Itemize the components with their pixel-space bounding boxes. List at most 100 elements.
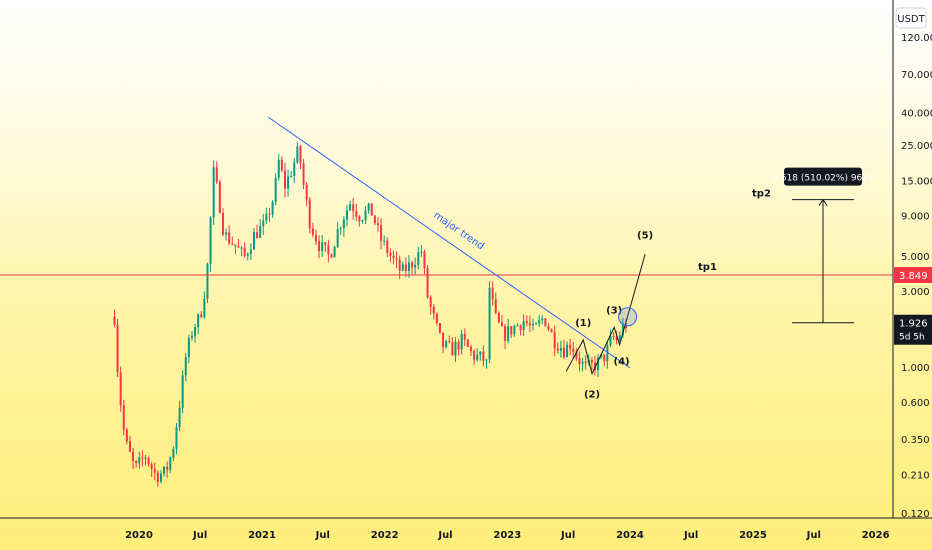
- candle-body: [516, 325, 519, 327]
- candle-body: [466, 339, 469, 347]
- candle-body: [150, 464, 153, 469]
- candle-body: [593, 362, 596, 370]
- candle-body: [528, 323, 531, 326]
- tp2-badge-text: 9.618 (510.02%) 9618: [772, 174, 874, 184]
- candle-body: [482, 351, 485, 361]
- candle-body: [271, 202, 274, 215]
- candle-body: [187, 337, 190, 358]
- candle-body: [538, 320, 541, 324]
- candle-body: [345, 210, 348, 220]
- candle-body: [460, 333, 463, 350]
- candle-body: [339, 228, 342, 230]
- major-trend-line[interactable]: [268, 116, 631, 369]
- candle-body: [215, 167, 218, 182]
- candle-body: [113, 316, 116, 325]
- candle-body: [404, 264, 407, 272]
- candle-body: [147, 457, 150, 465]
- candle-body: [246, 253, 249, 256]
- candle-body: [504, 326, 507, 341]
- candle-body: [169, 457, 172, 470]
- candle-body: [141, 457, 144, 459]
- tp2-label: tp2: [752, 189, 771, 200]
- wave-label: (3): [606, 305, 622, 316]
- candle-body: [156, 472, 159, 482]
- candle-body: [519, 325, 522, 330]
- candle-body: [327, 245, 330, 255]
- y-tick-label: 0.210: [901, 470, 930, 481]
- candle-body: [234, 244, 237, 247]
- candle-body: [163, 466, 166, 474]
- candle-body: [535, 323, 538, 325]
- candle-body: [252, 232, 255, 250]
- candle-body: [221, 212, 224, 235]
- candle-body: [395, 258, 398, 260]
- candle-body: [190, 335, 193, 338]
- candle-body: [507, 326, 510, 341]
- candle-body: [287, 176, 290, 189]
- candle-body: [308, 199, 311, 229]
- candle-body: [522, 320, 525, 330]
- elliott-wave-path[interactable]: [565, 254, 646, 376]
- candle-body: [386, 240, 389, 253]
- x-tick-label: 2026: [862, 530, 890, 541]
- candle-body: [197, 314, 200, 328]
- currency-label: USDT: [897, 14, 925, 25]
- candle-body: [268, 213, 271, 215]
- candle-body: [314, 234, 317, 242]
- candle-body: [342, 219, 345, 229]
- x-tick-label: Jul: [315, 530, 330, 541]
- current-price-tag: [894, 314, 932, 345]
- x-tick-label: Jul: [560, 530, 575, 541]
- currency-badge[interactable]: [895, 7, 927, 29]
- candle-body: [231, 243, 234, 245]
- candle-body: [203, 299, 206, 318]
- candle-body: [333, 246, 336, 258]
- candle-body: [445, 341, 448, 347]
- candle-body: [128, 441, 131, 452]
- candle-body: [259, 226, 262, 238]
- candle-body: [473, 351, 476, 360]
- candle-body: [500, 322, 503, 327]
- current-price-text: 1.926: [899, 319, 928, 330]
- candle-body: [457, 341, 460, 350]
- candle-body: [562, 347, 565, 358]
- candle-body: [566, 344, 569, 358]
- candle-body: [376, 223, 379, 225]
- candle-body: [274, 177, 277, 203]
- candle-body: [411, 262, 414, 268]
- candle-body: [401, 264, 404, 271]
- candle-body: [438, 323, 441, 333]
- y-tick-label: 15.000: [901, 176, 932, 187]
- candle-body: [469, 346, 472, 352]
- candle-body: [166, 466, 169, 470]
- major-trend-label: major trend: [431, 210, 486, 252]
- candle-body: [547, 325, 550, 330]
- candle-body: [225, 232, 228, 235]
- candle-body: [569, 344, 572, 349]
- candle-body: [240, 247, 243, 249]
- candle-body: [525, 320, 528, 324]
- candle-body: [311, 228, 314, 235]
- y-tick-label: 0.120: [901, 509, 930, 520]
- candle-body: [290, 175, 293, 177]
- x-tick-label: 2024: [616, 530, 644, 541]
- x-tick-label: Jul: [437, 530, 452, 541]
- candle-body: [144, 457, 147, 459]
- candle-body: [392, 255, 395, 259]
- candle-body: [302, 163, 305, 185]
- wave-label: (1): [575, 318, 591, 329]
- candle-body: [262, 220, 265, 227]
- candle-body: [172, 449, 175, 458]
- candle-body: [488, 287, 491, 360]
- candle-body: [612, 335, 615, 337]
- tp2-arrow-icon: [818, 198, 828, 206]
- candle-body: [380, 224, 383, 241]
- candle-body: [398, 259, 401, 271]
- candle-body: [364, 210, 367, 221]
- candle-body: [283, 170, 286, 189]
- candle-body: [448, 341, 451, 343]
- candle-body: [336, 229, 339, 247]
- y-tick-label: 25.000: [901, 141, 932, 152]
- candle-body: [367, 203, 370, 211]
